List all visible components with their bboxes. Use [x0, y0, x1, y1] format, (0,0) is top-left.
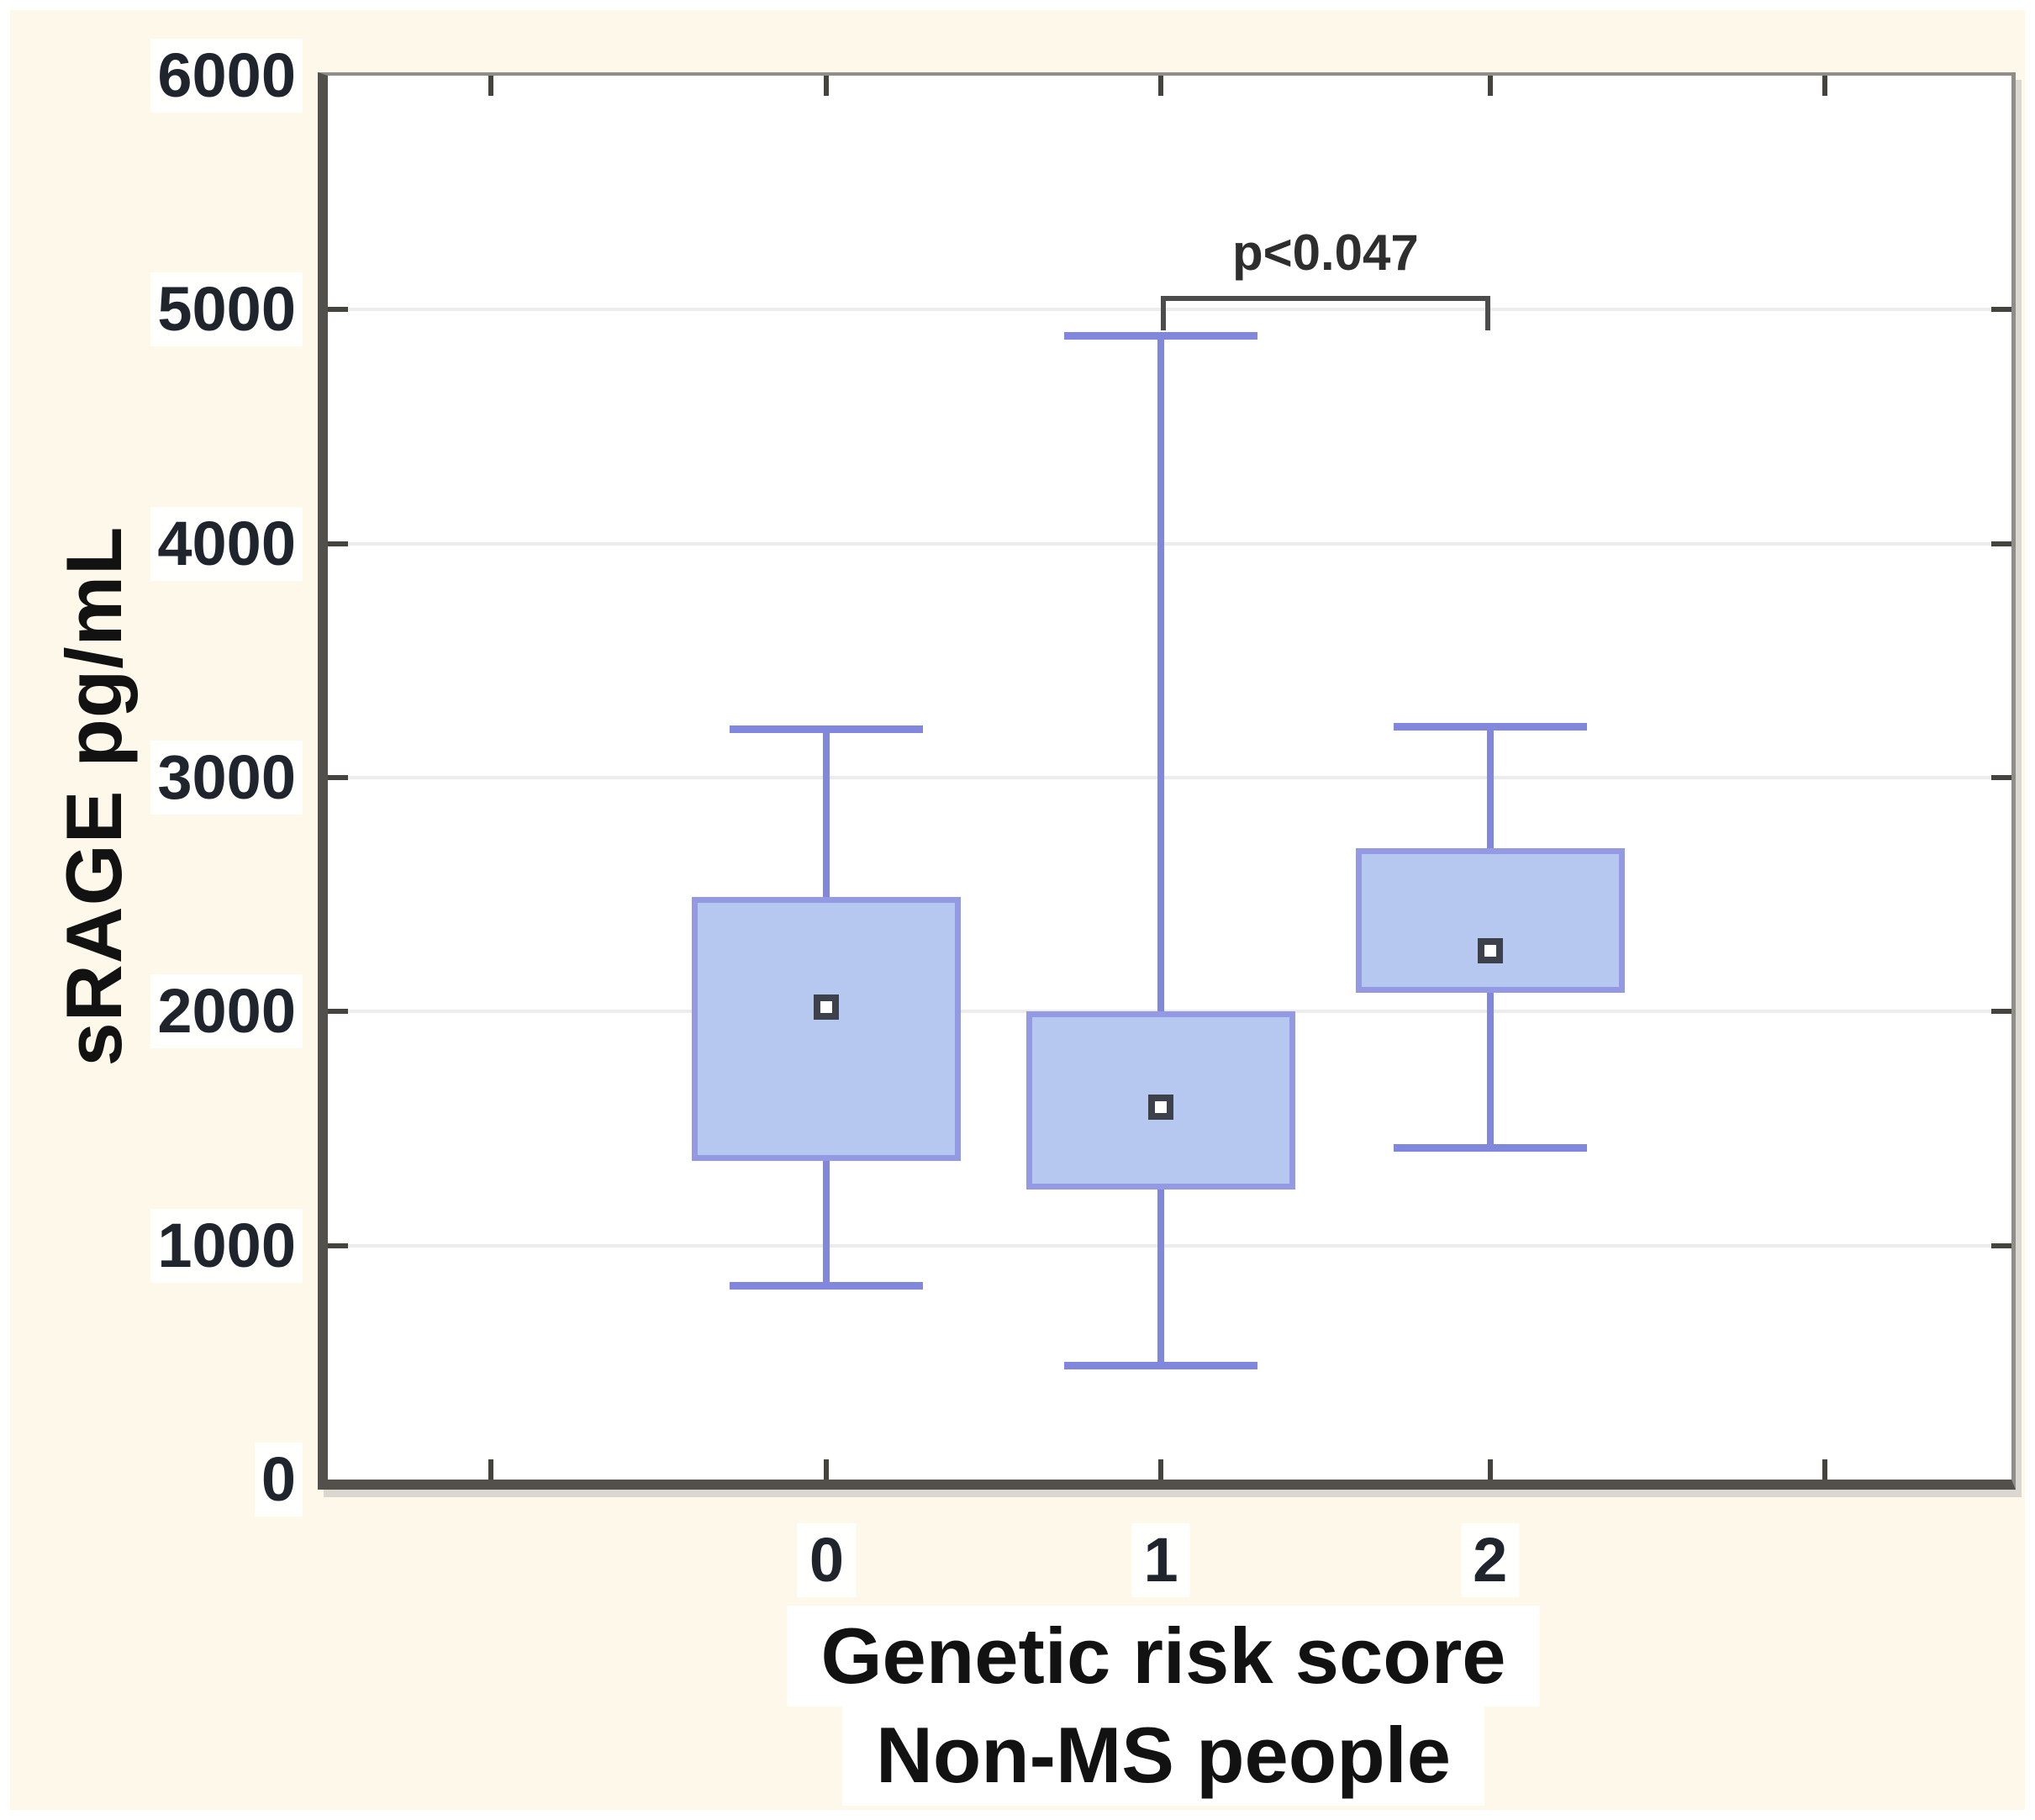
- y-tick-label: 3000: [150, 741, 303, 815]
- whisker-cap-min: [1393, 1143, 1587, 1152]
- y-axis-tick: [328, 775, 348, 780]
- y-tick-label: 1000: [150, 1208, 303, 1283]
- iqr-box: [1355, 847, 1625, 994]
- whisker-cap-max: [1393, 722, 1587, 731]
- y-axis-tick: [328, 1242, 348, 1248]
- mean-marker: [1477, 937, 1503, 963]
- significance-bracket-end: [1161, 295, 1167, 331]
- gridline: [328, 776, 2011, 779]
- x-axis-tick: [1822, 1459, 1828, 1480]
- x-tick-label: 2: [1461, 1523, 1520, 1597]
- x-axis-subtitle: Non-MS people: [841, 1705, 1485, 1806]
- y-axis-tick: [1991, 541, 2011, 546]
- y-axis-tick: [1991, 307, 2011, 313]
- whisker-cap-max: [1064, 331, 1258, 340]
- mean-marker: [1148, 1095, 1174, 1121]
- whisker-cap-min: [730, 1281, 924, 1290]
- x-axis-tick: [824, 76, 830, 96]
- x-axis-tick: [488, 1459, 493, 1480]
- x-axis-tick: [488, 76, 493, 96]
- y-tick-label: 2000: [150, 974, 303, 1049]
- y-axis-title: sRAGE pg/mL: [50, 525, 138, 1067]
- whisker-cap-max: [730, 725, 924, 733]
- x-axis-tick: [824, 1459, 830, 1480]
- chart-canvas: sRAGE pg/mL p<0.047 Genetic risk score N…: [10, 10, 2025, 1810]
- gridline: [328, 1243, 2011, 1248]
- y-tick-label: 5000: [150, 272, 303, 347]
- x-axis-tick: [1487, 76, 1493, 96]
- y-axis-tick: [328, 541, 348, 546]
- y-axis-tick: [1991, 775, 2011, 780]
- gridline: [328, 308, 2011, 312]
- y-tick-label: 4000: [150, 506, 303, 581]
- x-tick-label: 1: [1131, 1523, 1190, 1597]
- y-tick-label: 6000: [150, 39, 303, 113]
- x-axis-tick: [1158, 76, 1164, 96]
- y-axis-tick: [1991, 1242, 2011, 1248]
- gridline: [328, 541, 2011, 546]
- whisker-cap-min: [1064, 1361, 1258, 1369]
- whisker-stem: [1157, 335, 1165, 1365]
- x-axis-title: Genetic risk score: [787, 1606, 1540, 1707]
- iqr-box: [692, 896, 962, 1162]
- y-axis-tick: [328, 307, 348, 313]
- mean-marker: [814, 994, 840, 1020]
- y-axis-tick: [1991, 1009, 2011, 1015]
- x-axis-tick: [1487, 1459, 1493, 1480]
- y-tick-label: 0: [254, 1443, 303, 1517]
- y-axis-tick: [328, 1009, 348, 1015]
- plot-area: p<0.047: [318, 72, 2016, 1490]
- x-axis-tick: [1158, 1459, 1164, 1480]
- x-axis-tick: [1822, 76, 1828, 96]
- significance-bracket: [1161, 295, 1490, 301]
- significance-label: p<0.047: [1231, 224, 1419, 281]
- significance-bracket-end: [1484, 295, 1490, 331]
- x-tick-label: 0: [797, 1523, 857, 1597]
